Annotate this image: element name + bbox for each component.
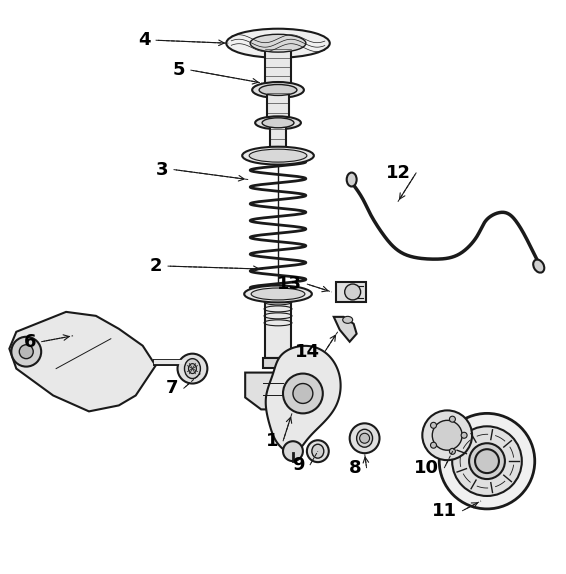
Circle shape [293, 383, 313, 404]
Circle shape [431, 422, 436, 428]
Text: 12: 12 [387, 164, 411, 181]
Circle shape [283, 441, 303, 461]
Ellipse shape [350, 424, 380, 453]
Circle shape [19, 345, 33, 359]
Circle shape [283, 374, 323, 413]
Bar [270, 123, 286, 158]
Bar [265, 43, 291, 85]
Circle shape [359, 433, 370, 443]
Ellipse shape [226, 29, 330, 58]
Ellipse shape [312, 444, 324, 458]
Ellipse shape [262, 118, 294, 128]
Text: 3: 3 [156, 161, 169, 179]
Ellipse shape [244, 285, 312, 302]
Ellipse shape [251, 288, 305, 300]
Bar [267, 92, 289, 123]
Circle shape [452, 426, 522, 496]
Ellipse shape [342, 316, 353, 323]
Ellipse shape [178, 354, 207, 383]
Text: 10: 10 [414, 459, 439, 477]
Ellipse shape [347, 173, 357, 187]
Circle shape [431, 442, 436, 448]
Polygon shape [334, 317, 357, 342]
Ellipse shape [242, 147, 314, 165]
Text: 13: 13 [277, 275, 302, 293]
Polygon shape [245, 373, 291, 409]
Ellipse shape [307, 440, 329, 462]
Ellipse shape [252, 82, 304, 98]
Ellipse shape [255, 117, 301, 129]
Text: 7: 7 [166, 379, 178, 398]
Circle shape [449, 448, 456, 455]
Ellipse shape [259, 84, 297, 95]
Circle shape [345, 284, 361, 300]
Circle shape [439, 413, 535, 509]
Circle shape [449, 416, 456, 422]
Text: 1: 1 [265, 432, 278, 450]
Circle shape [422, 410, 472, 460]
Ellipse shape [357, 429, 372, 447]
Ellipse shape [250, 34, 306, 52]
Text: 4: 4 [138, 31, 151, 49]
Bar [263, 358, 293, 367]
Circle shape [469, 443, 505, 479]
Circle shape [475, 449, 499, 473]
Text: 2: 2 [150, 257, 162, 275]
Text: 11: 11 [432, 502, 457, 520]
Circle shape [11, 337, 41, 367]
Ellipse shape [533, 259, 544, 273]
Text: 5: 5 [173, 61, 186, 79]
Circle shape [432, 420, 462, 450]
Polygon shape [265, 346, 341, 453]
Bar [336, 282, 366, 302]
Ellipse shape [185, 359, 200, 378]
Polygon shape [10, 312, 156, 412]
Circle shape [461, 432, 467, 439]
Ellipse shape [249, 149, 307, 162]
Bar [265, 296, 291, 358]
Text: 14: 14 [295, 343, 320, 360]
Text: 8: 8 [349, 459, 362, 477]
Text: 9: 9 [293, 456, 305, 474]
Text: 6: 6 [24, 333, 36, 351]
Ellipse shape [188, 363, 196, 374]
